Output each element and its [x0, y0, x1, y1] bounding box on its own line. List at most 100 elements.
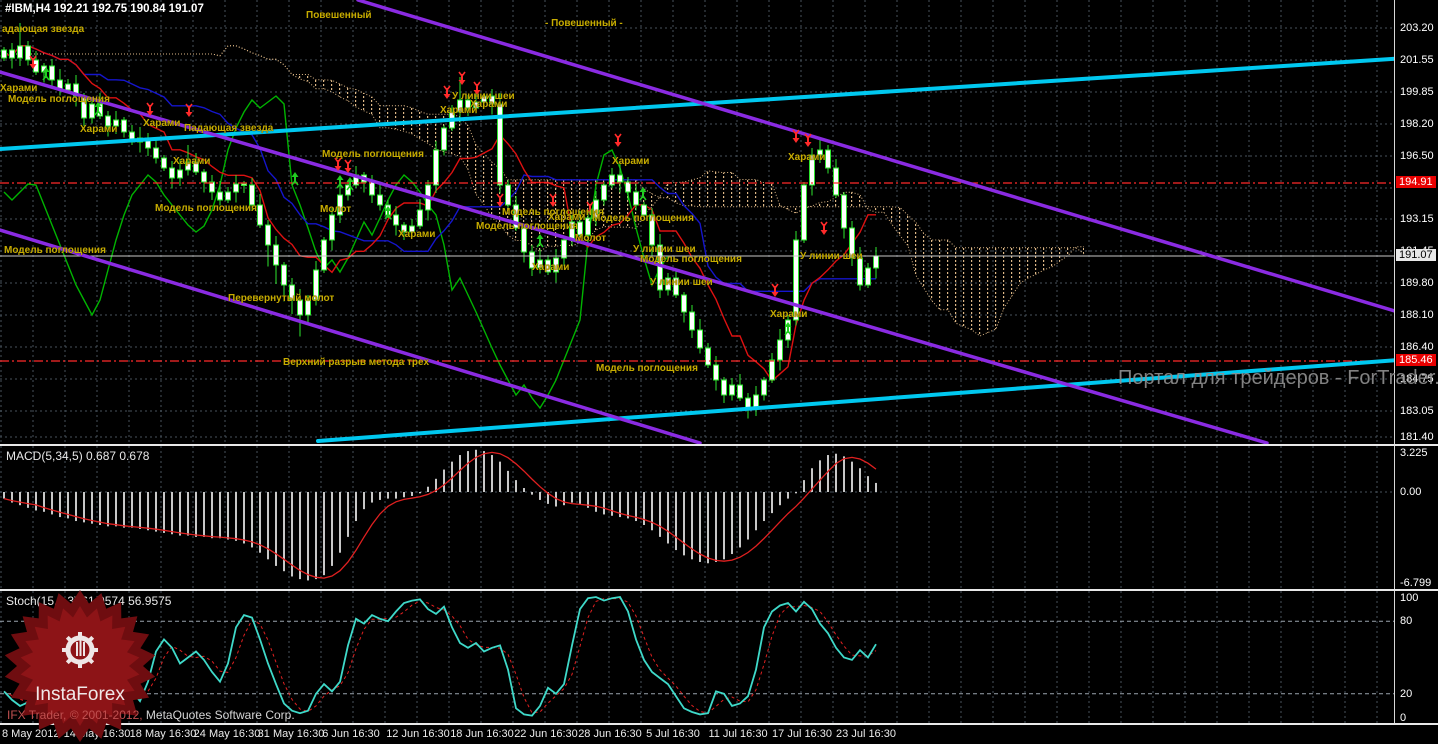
stochastic-indicator-pane[interactable]: [0, 591, 1395, 723]
candle-body: [729, 384, 735, 396]
candle-body: [201, 171, 207, 183]
macd-bar: [571, 492, 573, 503]
price-badge: 185.46: [1396, 354, 1436, 366]
candle-body: [65, 83, 71, 91]
macd-bar: [859, 468, 861, 492]
candle-body: [89, 103, 95, 119]
candle-body: [481, 95, 487, 103]
macd-bar: [739, 492, 741, 548]
macd-bar: [339, 492, 341, 553]
macd-bar: [299, 492, 301, 580]
candle-body: [673, 277, 679, 296]
candle-body: [241, 183, 247, 186]
sell-arrow-icon: [792, 129, 800, 143]
buy-arrow-icon: [384, 206, 392, 220]
candle-body: [225, 191, 231, 201]
price-badge: 194.91: [1396, 176, 1436, 188]
macd-bar: [539, 492, 541, 500]
price-tick-label: 193.15: [1400, 213, 1434, 225]
instaforex-wordmark: InstaForex: [35, 684, 125, 705]
price-tick-label: 80: [1400, 615, 1413, 627]
candle-body: [537, 259, 543, 269]
price-tick-label: -6.799: [1400, 577, 1432, 589]
candle-body: [273, 244, 279, 266]
candle-body: [313, 269, 319, 301]
candle-body: [17, 45, 23, 59]
macd-bar: [131, 492, 133, 528]
time-tick-label: 28 Jun 16:30: [578, 728, 642, 740]
macd-bar: [467, 451, 469, 492]
stoch-label: Stoch(15,3,3) 61.0574 56.9575: [6, 594, 172, 608]
price-tick-label: 198.20: [1400, 118, 1434, 130]
macd-bar: [755, 492, 757, 531]
macd-bar: [459, 455, 461, 492]
candle-body: [305, 299, 311, 316]
candle-body: [553, 257, 559, 273]
macd-bar: [547, 492, 549, 504]
macd-bar: [411, 492, 413, 496]
macd-bar: [179, 492, 181, 536]
candle-body: [609, 174, 615, 186]
sell-arrow-icon: [473, 81, 481, 95]
macd-label: MACD(5,34,5) 0.687 0.678: [6, 449, 150, 463]
price-tick-label: 196.50: [1400, 150, 1434, 162]
sell-arrow-icon: [771, 283, 779, 297]
candle-body: [777, 339, 783, 361]
price-tick-label: 0.00: [1400, 486, 1422, 498]
macd-bar: [59, 492, 61, 518]
time-tick-label: 17 Jul 16:30: [772, 728, 832, 740]
candle-body: [369, 181, 375, 196]
candle-body: [713, 364, 719, 381]
pane-separator[interactable]: [0, 589, 1438, 591]
macd-bar: [499, 461, 501, 492]
macd-bar: [395, 492, 397, 499]
candle-body: [25, 45, 31, 61]
time-tick-label: 18 Jun 16:30: [450, 728, 514, 740]
macd-bar: [355, 492, 357, 522]
fortrader-watermark: Портал для трейдеров - ForTrader.ru: [1118, 367, 1438, 389]
macd-bar: [675, 492, 677, 551]
candle-body: [649, 214, 655, 246]
kijun-sen: [3, 45, 876, 292]
candle-body: [697, 329, 703, 349]
macd-bar: [267, 492, 269, 560]
price-badge: 191.07: [1396, 249, 1436, 261]
candle-body: [417, 209, 423, 227]
cyan-trendline: [316, 358, 1395, 443]
macd-bar: [379, 492, 381, 500]
candle-body: [681, 294, 687, 313]
candle-body: [809, 154, 815, 186]
macd-bar: [227, 492, 229, 540]
pane-separator[interactable]: [0, 444, 1438, 446]
candle-body: [321, 239, 327, 271]
candle-body: [577, 221, 583, 236]
macd-bar: [243, 492, 245, 544]
time-tick-label: 18 May 16:30: [129, 728, 197, 740]
candle-body: [113, 119, 119, 127]
candle-body: [81, 95, 87, 119]
buy-arrow-icon: [784, 322, 792, 336]
tenkan-sen: [3, 45, 876, 382]
purple-trendline: [0, 228, 702, 444]
macd-bar: [443, 469, 445, 492]
instaforex-logo: InstaForex: [4, 590, 156, 742]
price-tick-label: 189.80: [1400, 277, 1434, 289]
main-price-chart[interactable]: [0, 0, 1395, 444]
price-tick-label: 181.40: [1400, 431, 1434, 443]
stoch-signal-line: [3, 598, 877, 714]
macd-indicator-pane[interactable]: [0, 446, 1395, 589]
candle-body: [337, 194, 343, 216]
candle-body: [289, 284, 295, 301]
macd-bar: [315, 492, 317, 580]
candle-body: [217, 191, 223, 201]
candle-body: [833, 167, 839, 196]
candle-body: [233, 183, 239, 193]
candle-body: [265, 224, 271, 246]
candle-body: [633, 191, 639, 206]
ichimoku-cloud: [4, 45, 1084, 337]
macd-bar: [707, 492, 709, 564]
macd-bar: [371, 492, 373, 503]
candle-body: [9, 49, 15, 59]
